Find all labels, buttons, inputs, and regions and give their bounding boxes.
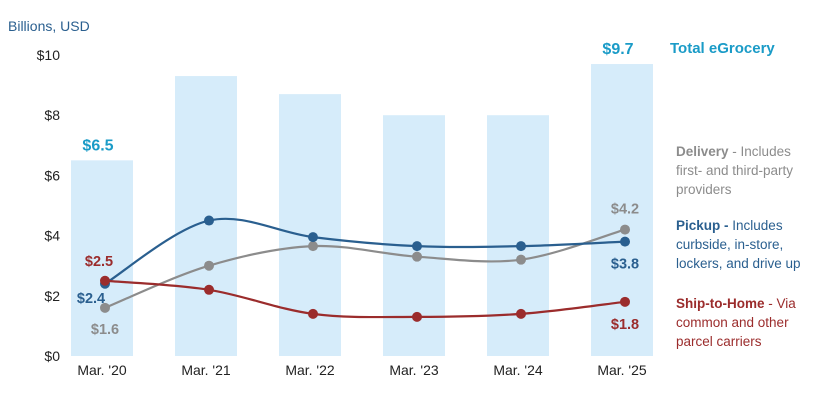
series-point-pickup [308,232,318,243]
series-point-ship [204,284,214,295]
series-line-delivery [104,228,626,309]
y-tick-label: $0 [44,348,60,364]
line-value-label-pickup: $2.4 [77,291,105,307]
legend-ship-desc: Via common and other parcel carriers [676,296,796,349]
line-value-label-pickup: $3.8 [611,257,639,273]
series-line-pickup [104,217,626,285]
x-tick-label: Mar. '20 [77,362,127,378]
series-point-ship [100,275,110,286]
series-point-ship [516,308,526,319]
series-point-pickup [516,241,526,252]
bar-value-label: $6.5 [82,137,113,154]
legend-ship-sep: - [764,296,777,311]
legend-delivery: Delivery - Includes first- and third-par… [676,142,811,199]
y-tick-label: $8 [44,107,60,123]
series-point-delivery [100,302,110,313]
legend-pickup: Pickup - Includes curbside, in-store, lo… [676,216,811,273]
series-lines [104,217,626,319]
series-point-pickup [204,215,214,226]
x-tick-label: Mar. '25 [597,362,647,378]
series-point-ship [412,311,422,322]
series-point-delivery [204,260,214,271]
bar-value-label: $9.7 [602,41,633,58]
series-line-ship [104,279,626,319]
x-tick-label: Mar. '23 [389,362,439,378]
y-tick-label: $4 [44,228,60,244]
series-point-pickup [412,241,422,252]
bars [71,64,653,356]
legend-delivery-desc: Includes first- and third-party provider… [676,144,794,197]
series-point-delivery [308,241,318,252]
legend-delivery-sep: - [728,144,741,159]
line-value-label-delivery: $1.6 [91,322,119,338]
bar [175,76,237,356]
series-point-pickup [620,236,630,247]
x-tick-label: Mar. '24 [493,362,543,378]
y-tick-label: $6 [44,167,60,183]
series-point-delivery [516,254,526,265]
y-tick-label: $10 [37,47,61,63]
y-tick-label: $2 [44,288,60,304]
line-value-label-ship: $1.8 [611,317,639,333]
legend-total-egrocery: Total eGrocery [670,40,775,57]
series-point-delivery [620,224,630,235]
line-value-label-ship: $2.5 [85,254,113,270]
legend-delivery-title: Delivery [676,144,729,159]
series-point-ship [620,296,630,307]
series-points [100,215,630,322]
x-tick-label: Mar. '21 [181,362,231,378]
legend-ship-title: Ship-to-Home [676,296,765,311]
data-labels: $6.5 $9.7 $1.6 $4.2 $2.4 $3.8 $2.5 $1.8 [77,41,639,338]
bar [487,115,549,356]
series-point-delivery [412,251,422,262]
bar [591,64,653,356]
y-axis-ticks: $0 $2 $4 $6 $8 $10 [37,47,61,364]
x-tick-label: Mar. '22 [285,362,335,378]
y-axis-label: Billions, USD [8,18,90,34]
legend-pickup-desc: Includes curbside, in-store, lockers, an… [676,218,801,271]
x-axis-ticks: Mar. '20 Mar. '21 Mar. '22 Mar. '23 Mar. '24… [77,362,647,378]
bar [71,160,133,356]
legend-pickup-title: Pickup - [676,218,729,233]
line-value-label-delivery: $4.2 [611,202,639,218]
legend-ship-to-home: Ship-to-Home - Via common and other parc… [676,294,811,351]
series-point-ship [308,308,318,319]
